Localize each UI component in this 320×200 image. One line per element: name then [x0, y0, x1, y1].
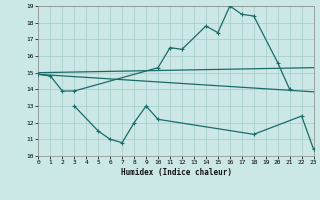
- X-axis label: Humidex (Indice chaleur): Humidex (Indice chaleur): [121, 168, 231, 177]
